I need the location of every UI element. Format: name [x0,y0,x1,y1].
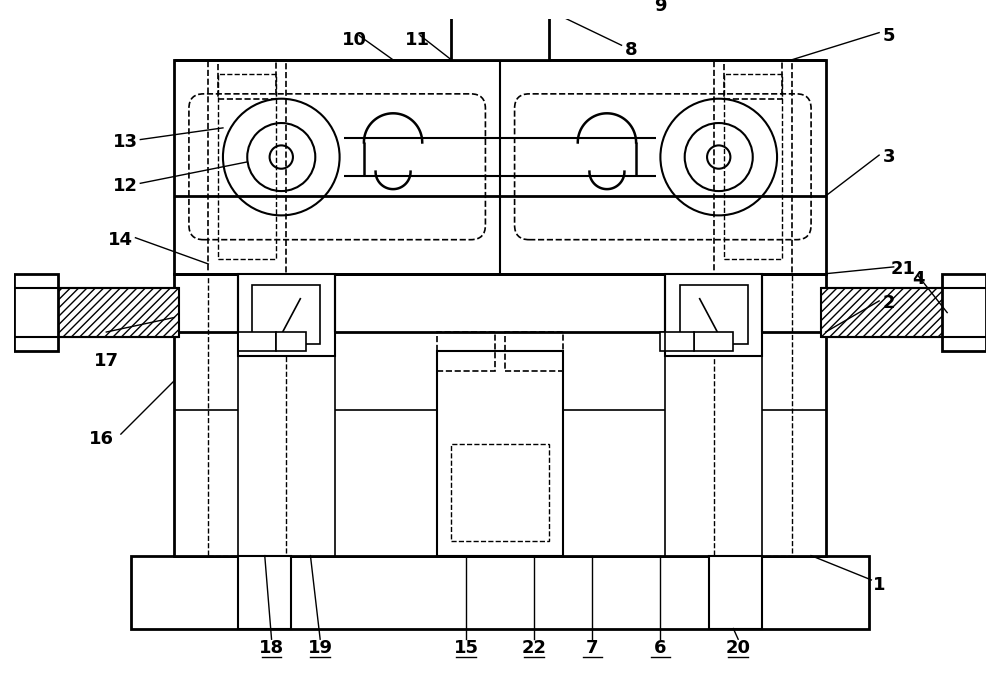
Text: 22: 22 [522,639,547,657]
Text: 20: 20 [726,639,751,657]
Bar [709,556,762,629]
Bar [437,351,563,556]
Text: 14: 14 [108,231,133,249]
Bar [238,556,291,629]
Text: 16: 16 [89,430,114,448]
Text: 1: 1 [873,576,885,594]
Text: 21: 21 [891,260,916,278]
Bar [694,332,733,351]
Text: 10: 10 [342,31,367,49]
Bar [238,332,276,351]
Text: 15: 15 [453,639,478,657]
Bar [252,285,320,344]
Bar [218,74,276,259]
Bar [665,273,762,356]
Bar [218,60,276,99]
Text: 11: 11 [405,31,430,49]
Bar [942,273,986,351]
Bar [14,288,179,337]
Text: 5: 5 [883,27,895,44]
Text: 19: 19 [308,639,333,657]
Text: 13: 13 [113,134,138,151]
Text: 18: 18 [259,639,284,657]
Bar [451,0,549,60]
Bar [208,273,286,556]
Bar [174,60,826,273]
Text: 12: 12 [113,177,138,195]
Bar [131,556,869,629]
Text: 4: 4 [912,269,924,288]
Text: 3: 3 [883,148,895,166]
Bar [505,332,563,371]
Bar [680,285,748,344]
Bar [660,332,694,351]
Bar [437,332,495,371]
Text: 6: 6 [654,639,667,657]
Bar [821,288,986,337]
Bar [714,273,792,556]
Text: 9: 9 [654,0,667,16]
Bar [238,273,335,356]
Bar [724,74,782,259]
Text: 7: 7 [586,639,599,657]
Bar [14,273,58,351]
Bar [451,444,549,541]
Text: 2: 2 [883,294,895,312]
Bar [276,332,306,351]
Text: 8: 8 [625,41,638,59]
Bar [714,60,792,273]
Bar [724,60,782,99]
Bar [174,273,826,556]
Text: 17: 17 [94,352,119,370]
Bar [208,60,286,273]
